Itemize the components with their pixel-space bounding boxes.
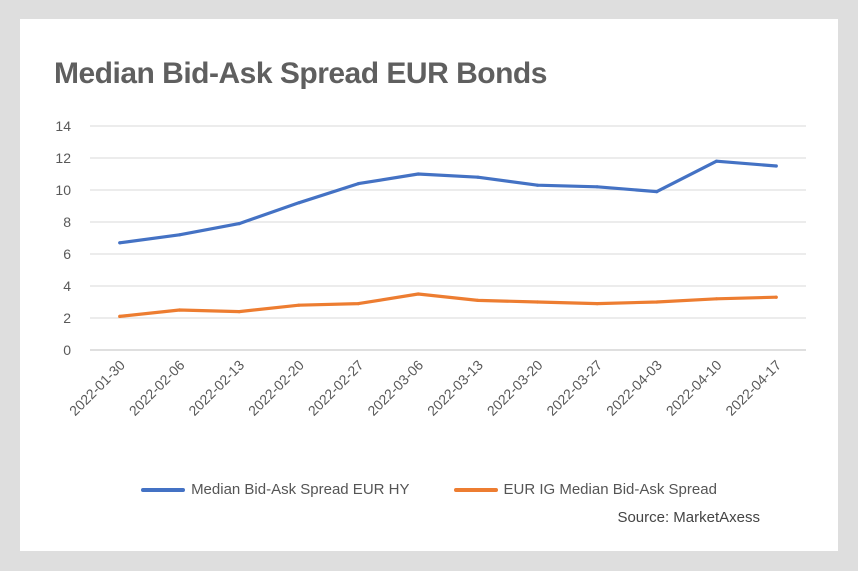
chart-legend: Median Bid-Ask Spread EUR HY EUR IG Medi… [20, 481, 838, 498]
legend-label-hy: Median Bid-Ask Spread EUR HY [191, 481, 410, 498]
x-tick-label: 2022-04-10 [663, 357, 725, 419]
y-tick-label: 8 [63, 214, 71, 230]
data-point-hy [714, 159, 719, 163]
data-point-hy [177, 233, 182, 237]
data-point-ig [356, 302, 361, 306]
data-point-ig [774, 295, 778, 299]
data-point-hy [595, 185, 599, 189]
x-tick-label: 2022-02-27 [305, 357, 367, 419]
source-note: Source: MarketAxess [617, 509, 760, 526]
series-line-hy [118, 159, 778, 245]
legend-item-ig: EUR IG Median Bid-Ask Spread [453, 481, 717, 498]
data-point-hy [118, 241, 122, 245]
x-tick-label: 2022-02-20 [245, 357, 307, 419]
legend-swatch-ig [453, 487, 498, 492]
data-point-ig [655, 300, 659, 304]
data-point-hy [416, 172, 420, 176]
data-point-ig [714, 297, 719, 301]
data-point-hy [655, 190, 659, 194]
y-tick-label: 6 [63, 246, 71, 262]
legend-label-ig: EUR IG Median Bid-Ask Spread [503, 481, 717, 498]
data-point-ig [118, 314, 122, 318]
x-tick-label: 2022-02-06 [126, 357, 188, 419]
data-point-ig [237, 310, 241, 314]
data-point-ig [476, 298, 480, 302]
legend-item-hy: Median Bid-Ask Spread EUR HY [141, 481, 410, 498]
x-tick-label: 2022-02-13 [185, 357, 247, 419]
data-point-hy [535, 183, 540, 187]
legend-swatch-hy [141, 487, 186, 492]
y-tick-label: 0 [63, 342, 71, 358]
data-point-ig [595, 302, 599, 306]
chart-card: Median Bid-Ask Spread EUR Bonds 0 2 4 6 8 10 1… [20, 19, 838, 551]
series-line-ig [118, 292, 778, 318]
x-tick-label: 2022-03-06 [364, 357, 426, 419]
data-point-hy [774, 164, 778, 168]
data-point-ig [416, 292, 420, 296]
y-tick-label: 12 [55, 150, 71, 166]
y-tick-label: 4 [63, 278, 71, 294]
x-tick-label: 2022-03-27 [543, 357, 605, 419]
x-tick-label: 2022-03-13 [424, 357, 486, 419]
data-point-hy [237, 222, 241, 226]
y-tick-label: 2 [63, 310, 71, 326]
chart-title: Median Bid-Ask Spread EUR Bonds [54, 57, 547, 90]
x-tick-label: 2022-03-20 [484, 357, 546, 419]
data-point-ig [177, 308, 182, 312]
data-point-ig [297, 303, 301, 307]
data-point-hy [356, 182, 361, 186]
y-tick-label: 14 [55, 118, 71, 134]
data-point-hy [297, 201, 301, 205]
data-point-ig [535, 300, 540, 304]
y-tick-label: 10 [55, 182, 71, 198]
x-tick-label: 2022-01-30 [66, 357, 128, 419]
x-tick-label: 2022-04-17 [722, 357, 784, 419]
x-tick-label: 2022-04-03 [603, 357, 665, 419]
data-point-hy [476, 175, 480, 179]
line-chart: 0 2 4 6 8 10 12 14 2022-01-302022-02-062022-02-1… [55, 118, 806, 419]
